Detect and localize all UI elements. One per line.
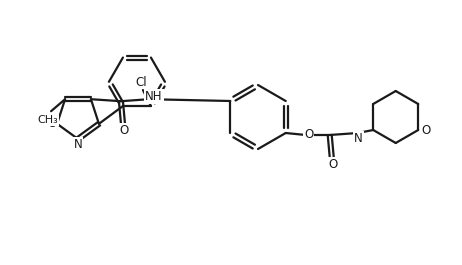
Text: NH: NH — [145, 90, 163, 103]
Text: N: N — [73, 138, 82, 151]
Text: N: N — [354, 131, 363, 144]
Text: O: O — [304, 127, 313, 140]
Text: O: O — [48, 117, 57, 130]
Text: O: O — [328, 157, 337, 170]
Text: O: O — [119, 124, 128, 137]
Text: O: O — [422, 123, 431, 136]
Text: Cl: Cl — [135, 76, 147, 89]
Text: CH₃: CH₃ — [38, 115, 59, 125]
